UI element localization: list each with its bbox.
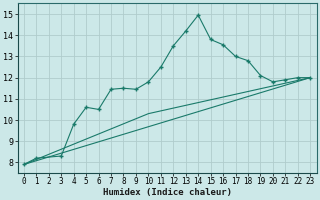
X-axis label: Humidex (Indice chaleur): Humidex (Indice chaleur)	[103, 188, 232, 197]
